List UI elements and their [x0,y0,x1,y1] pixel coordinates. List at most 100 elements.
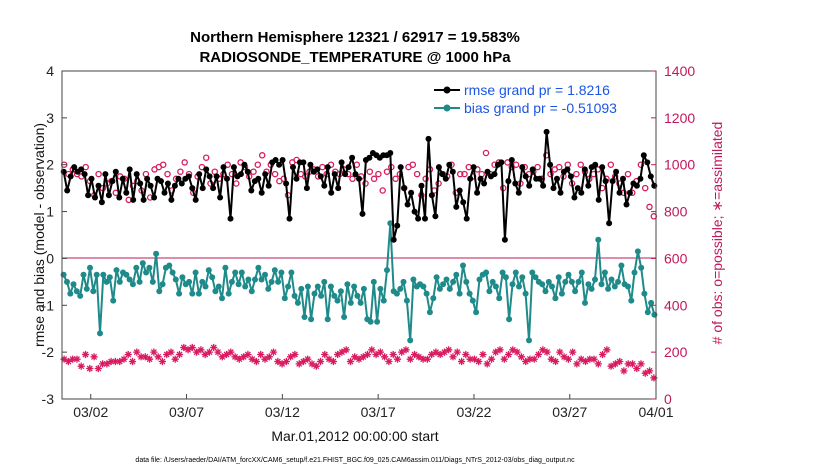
rmse-point [262,171,269,178]
possible-obs-point [82,163,89,171]
y-left-tick-label: -1 [42,297,55,313]
rmse-point [88,175,95,182]
rmse-point [574,185,581,192]
bias-point [90,288,97,295]
bias-point [516,283,522,290]
bias-point [281,295,288,302]
y-right-tick-label: 0 [664,391,672,407]
bias-point [133,264,140,271]
rmse-point [335,185,342,192]
assimilated-obs-point [599,350,607,359]
rmse-point [640,152,647,159]
rmse-point [564,166,571,173]
bias-point [443,276,450,283]
rmse-point [227,215,234,222]
bias-point [100,271,107,278]
bias-point [77,292,84,299]
assimilated-obs-point [222,350,231,359]
rmse-point [620,175,626,182]
assimilated-obs-point [462,350,470,359]
bias-point [466,290,473,297]
rmse-point [206,173,213,180]
assimilated-obs-point [81,350,90,359]
bias-point [172,276,179,283]
bias-point [486,288,493,295]
possible-obs-point [607,161,615,168]
bias-point [440,281,447,288]
bias-point [222,264,229,271]
assimilated-obs-point [355,355,363,363]
bias-point [641,290,648,297]
rmse-point [446,161,453,168]
bias-point [139,260,146,267]
assimilated-obs-point [543,348,551,356]
rmse-point [164,180,171,187]
possible-obs-point [349,175,356,183]
y-axis-label-left: rmse and bias (model - observation) [31,123,47,347]
assimilated-obs-point [60,355,68,363]
rmse-point [474,189,481,196]
rmse-point [408,189,415,196]
rmse-point [126,166,133,173]
bias-point [575,278,582,285]
assimilated-obs-point [171,355,179,363]
assimilated-obs-point [573,360,581,368]
rmse-point [217,194,224,201]
bias-point [195,290,202,297]
bias-point [532,274,539,281]
rmse-point [349,154,356,161]
rmse-point [411,208,418,215]
x-tick-label: 03/17 [361,404,396,420]
assimilated-obs-point [248,355,256,363]
legend-box [425,76,645,120]
y-right-tick-label: 1200 [664,110,695,126]
rmse-point [178,180,185,187]
plot-background [62,71,656,399]
y-right-tick-label: 1400 [664,63,695,79]
bias-point [238,269,245,276]
assimilated-obs-point [517,353,525,361]
assimilated-obs-point [624,360,632,368]
bias-point [153,250,160,257]
rmse-point [536,175,543,182]
bias-point [93,271,100,278]
possible-obs-point [646,203,653,211]
rmse-point [116,194,123,201]
rmse-point [224,175,230,182]
possible-obs-point [250,168,257,175]
bias-point [169,269,176,276]
bias-point [506,316,513,323]
rmse-point [185,173,192,180]
assimilated-obs-point [428,350,436,359]
bias-point [423,290,430,297]
assimilated-obs-point [569,348,577,356]
rmse-point [508,157,515,163]
assimilated-obs-point [487,355,496,363]
bias-point [324,316,331,323]
rmse-point [623,201,630,208]
assimilated-obs-point [423,355,431,363]
assimilated-obs-point [415,353,423,361]
rmse-point [439,171,446,178]
rmse-point [557,189,564,196]
rmse-point [425,135,432,142]
bias-point [215,283,222,290]
rmse-point [293,175,300,182]
bias-point [116,278,123,285]
bias-point [268,278,275,285]
bias-point [384,267,390,274]
possible-obs-point [366,168,374,175]
bias-point [407,337,414,344]
rmse-point [435,164,442,171]
assimilated-obs-point [154,353,162,361]
assimilated-obs-point [637,360,645,368]
rmse-point [237,171,244,178]
bias-point [519,274,526,281]
rmse-point [460,199,467,206]
rmse-point [123,189,130,196]
bias-point [189,290,196,297]
assimilated-obs-point [577,355,585,363]
rmse-point [328,189,335,196]
bias-point [331,292,338,299]
assimilated-obs-point [547,355,555,363]
